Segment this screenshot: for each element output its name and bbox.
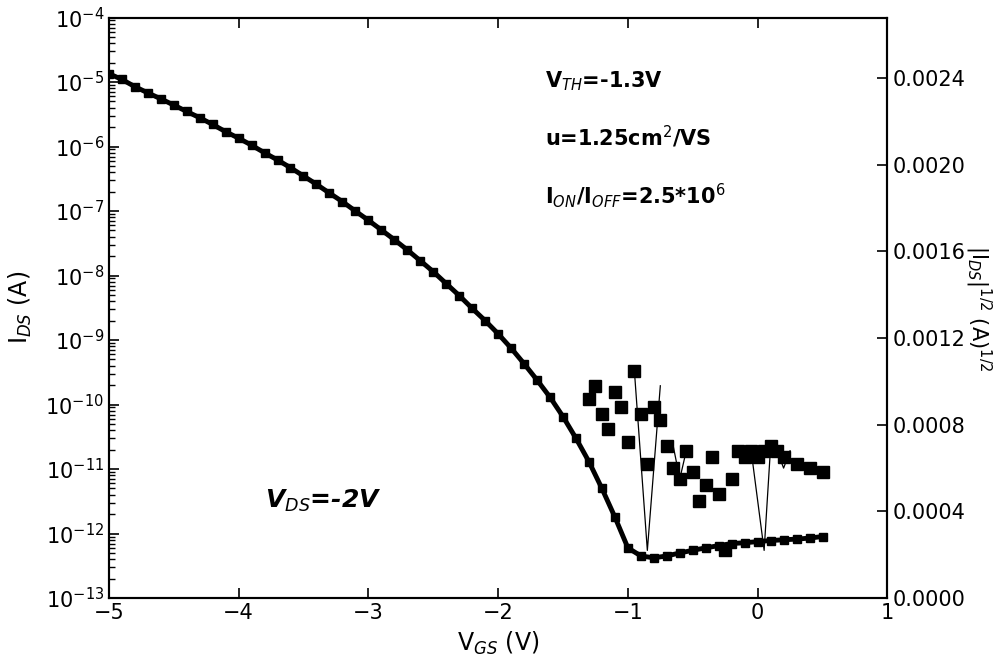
Text: V$_{TH}$=-1.3V: V$_{TH}$=-1.3V <box>545 69 663 93</box>
Text: V$_{DS}$=-2V: V$_{DS}$=-2V <box>265 488 381 514</box>
Y-axis label: |I$_{DS}$|$^{1/2}$ (A)$^{1/2}$: |I$_{DS}$|$^{1/2}$ (A)$^{1/2}$ <box>963 244 993 371</box>
X-axis label: V$_{GS}$ (V): V$_{GS}$ (V) <box>457 630 539 657</box>
Y-axis label: I$_{DS}$ (A): I$_{DS}$ (A) <box>7 271 34 345</box>
Text: u=1.25cm$^2$/VS: u=1.25cm$^2$/VS <box>545 124 711 149</box>
Text: I$_{ON}$/I$_{OFF}$=2.5*10$^6$: I$_{ON}$/I$_{OFF}$=2.5*10$^6$ <box>545 181 725 210</box>
